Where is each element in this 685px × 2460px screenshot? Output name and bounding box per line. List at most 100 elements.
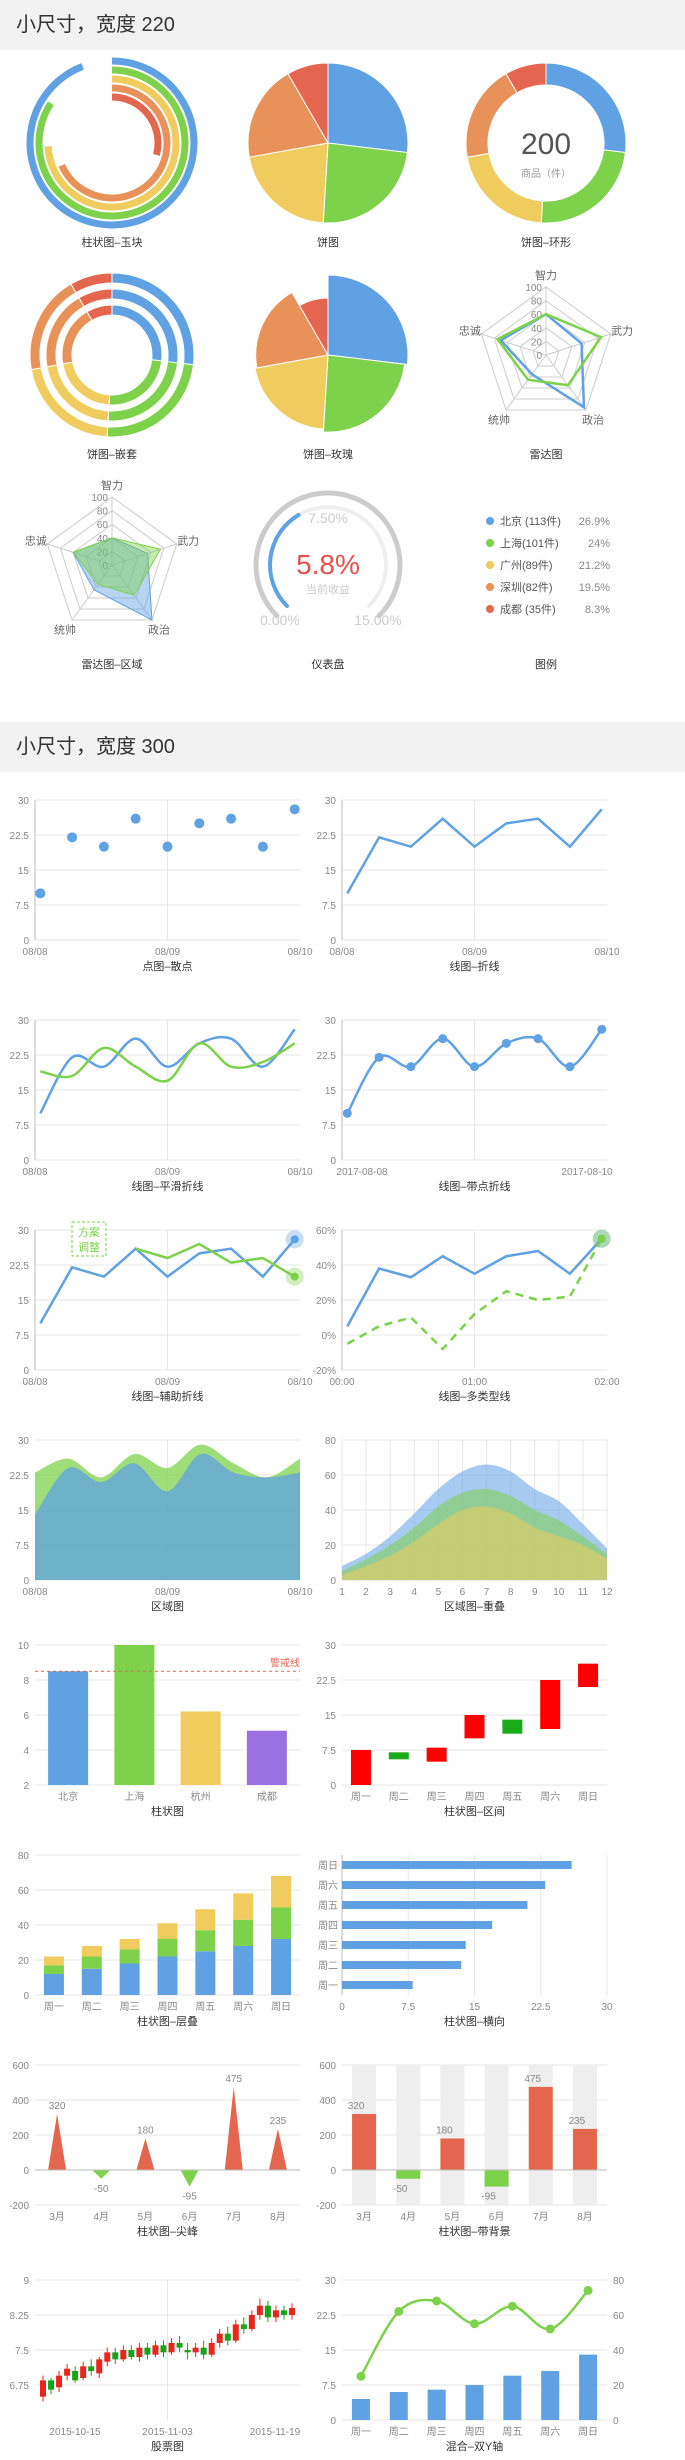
x-tick-label: 周二 [389, 1791, 409, 1803]
radar-tick-label: 100 [91, 493, 108, 504]
x-tick-label: 08/08 [329, 947, 354, 958]
radar-grid [98, 550, 126, 577]
line-point [597, 1024, 607, 1034]
bar [246, 1730, 287, 1785]
y-tick-label: 15 [325, 1711, 337, 1722]
legend-item-name: 成都 (35件) [500, 603, 556, 616]
y-tick-label: 8.25 [10, 2311, 30, 2322]
y-tick-label: 2 [23, 1781, 29, 1792]
stacked-bar [43, 1974, 64, 1995]
y-tick-label: 7.5 [322, 1746, 336, 1757]
gauge-max: 15.00% [354, 612, 401, 628]
line-point [545, 2324, 555, 2334]
x-tick-label: 5 [436, 1587, 442, 1598]
series-line [135, 1242, 296, 1278]
radar-axis-label: 忠诚 [459, 324, 481, 337]
area-series [342, 1506, 607, 1580]
chart-14: 6.75 7.5 8.25 9 2015-10-15 2015-11-03 2015-11-… [10, 2276, 301, 2438]
pie-slice [505, 62, 547, 94]
y-tick-label: -200 [316, 2201, 336, 2212]
chart-title: 线图–折线 [449, 959, 499, 973]
pie-slice [322, 142, 408, 224]
radar-series [72, 537, 162, 596]
chart-10: 0 20 40 60 80 周一 周二 周三 周四 周五 周六 周日 [18, 1851, 300, 2013]
y-tick-label: -200 [9, 2201, 29, 2212]
small-chart-title: 饼图–玫瑰 [303, 447, 353, 461]
y-tick-label: 20 [613, 2381, 625, 2392]
stacked-bar [157, 1956, 178, 1995]
x-tick-label: 9 [532, 1587, 538, 1598]
rose-slice [298, 297, 329, 357]
candle-body [88, 2366, 95, 2371]
y-tick-label: 15 [18, 1296, 30, 1307]
series-line [39, 1238, 296, 1324]
y-tick-label: 30 [325, 2276, 337, 2287]
bar [572, 2128, 597, 2170]
y-tick-label: 0 [330, 1576, 336, 1587]
y-tick-label: 15 [18, 1506, 30, 1517]
radar-grid [46, 496, 178, 621]
chart-title: 点图–散点 [142, 959, 192, 973]
y-tick-label: 0 [330, 2166, 336, 2177]
candle-body [224, 2333, 231, 2341]
x-tick-label: 周三 [120, 2001, 140, 2013]
y-tick-label: 15 [325, 2346, 337, 2357]
pie-slice [86, 304, 113, 322]
radial-bar [44, 75, 180, 211]
y-tick-label: 22.5 [10, 1051, 30, 1062]
small-chart-title: 饼图–嵌套 [87, 447, 137, 461]
bar [114, 1645, 155, 1785]
y-tick-label: 10 [18, 1641, 30, 1652]
x-tick-label: 02:00 [594, 1377, 619, 1388]
data-label: 475 [225, 2074, 242, 2085]
scatter-point [289, 804, 300, 815]
candle-body [184, 2350, 191, 2353]
radar-tick-label: 40 [97, 534, 109, 545]
y-tick-label: 30 [325, 1641, 337, 1652]
line-point [507, 2301, 517, 2311]
y-tick-label: 15 [325, 1086, 337, 1097]
hbar [342, 1861, 572, 1869]
y-tick-label: 80 [18, 1851, 30, 1862]
y-tick-label: 22.5 [10, 1261, 30, 1272]
spike-bar [268, 2128, 287, 2170]
chart-title: 股票图 [151, 2440, 184, 2453]
chart-9: 0 7.5 15 22.5 30 周一 周二 周三 周四 周五 周六 周日 [317, 1641, 607, 1803]
radial-bar [58, 84, 171, 202]
range-bar [578, 1663, 599, 1687]
y-tick-label: 60 [613, 2311, 625, 2322]
y-tick-label: 80 [325, 1436, 337, 1447]
gauge-chart: 5.8% 当前收益 7.50% 0.00% 15.00% [253, 490, 403, 628]
radar-spoke [71, 564, 113, 621]
x-tick-label: 08/10 [287, 947, 312, 958]
x-tick-label: 周日 [578, 2426, 598, 2438]
candle-body [136, 2347, 143, 2357]
chart-title: 线图–辅助折线 [131, 1389, 203, 1403]
range-bar [540, 1680, 561, 1729]
line-point [501, 1038, 511, 1048]
radar-series [498, 312, 586, 410]
y-tick-label: 周六 [318, 1880, 338, 1892]
radar-spoke [111, 543, 177, 566]
x-tick-label: 3月 [356, 2211, 372, 2223]
bar [396, 2170, 421, 2179]
candle-body [208, 2343, 215, 2355]
scatter-point [162, 841, 173, 852]
scatter-point [130, 813, 141, 824]
candle-body [289, 2308, 295, 2315]
x-tick-label: 08/08 [22, 1167, 47, 1178]
nested-ring [61, 304, 163, 406]
y-tick-label: 60% [316, 1226, 336, 1237]
candle-body [240, 2324, 247, 2329]
y-tick-label: 周日 [318, 1860, 338, 1872]
candle-body [232, 2324, 239, 2341]
y-tick-label: 7.5 [15, 901, 29, 912]
y-tick-label: 7.5 [322, 901, 336, 912]
y-tick-label: 40 [613, 2346, 625, 2357]
bar [465, 2385, 484, 2420]
line-series [359, 2289, 589, 2377]
chart-0: 0 7.5 15 22.5 30 08/08 08/09 08/10 [10, 796, 313, 958]
small-chart-title: 饼图 [317, 235, 339, 249]
small-chart-title: 雷达图 [530, 448, 563, 461]
